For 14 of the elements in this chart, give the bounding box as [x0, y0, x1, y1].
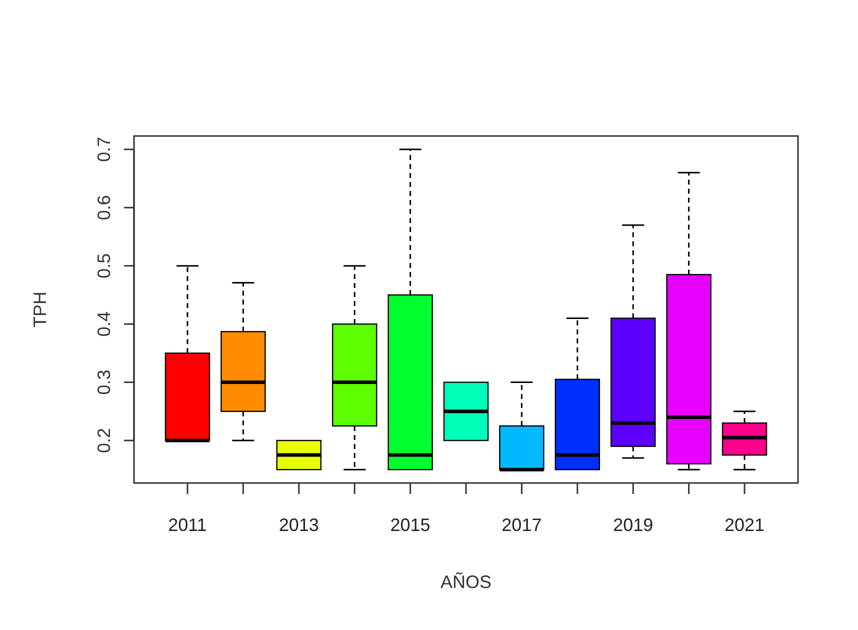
x-tick-label: 2011	[168, 515, 207, 535]
y-tick-label: 0.6	[94, 195, 114, 220]
x-tick-label: 2013	[278, 515, 319, 535]
x-axis-title: AÑOS	[440, 572, 492, 592]
y-axis-title: TPH	[30, 292, 50, 328]
y-tick-label: 0.5	[94, 253, 114, 278]
y-tick-label: 0.2	[94, 428, 114, 454]
x-tick-label: 2017	[502, 515, 542, 535]
x-tick-label: 2019	[613, 515, 654, 535]
x-tick-label: 2015	[390, 515, 430, 535]
x-tick-label: 2021	[724, 515, 765, 535]
y-tick-label: 0.7	[94, 136, 114, 162]
y-tick-label: 0.3	[94, 370, 114, 395]
y-tick-label: 0.4	[94, 312, 114, 337]
